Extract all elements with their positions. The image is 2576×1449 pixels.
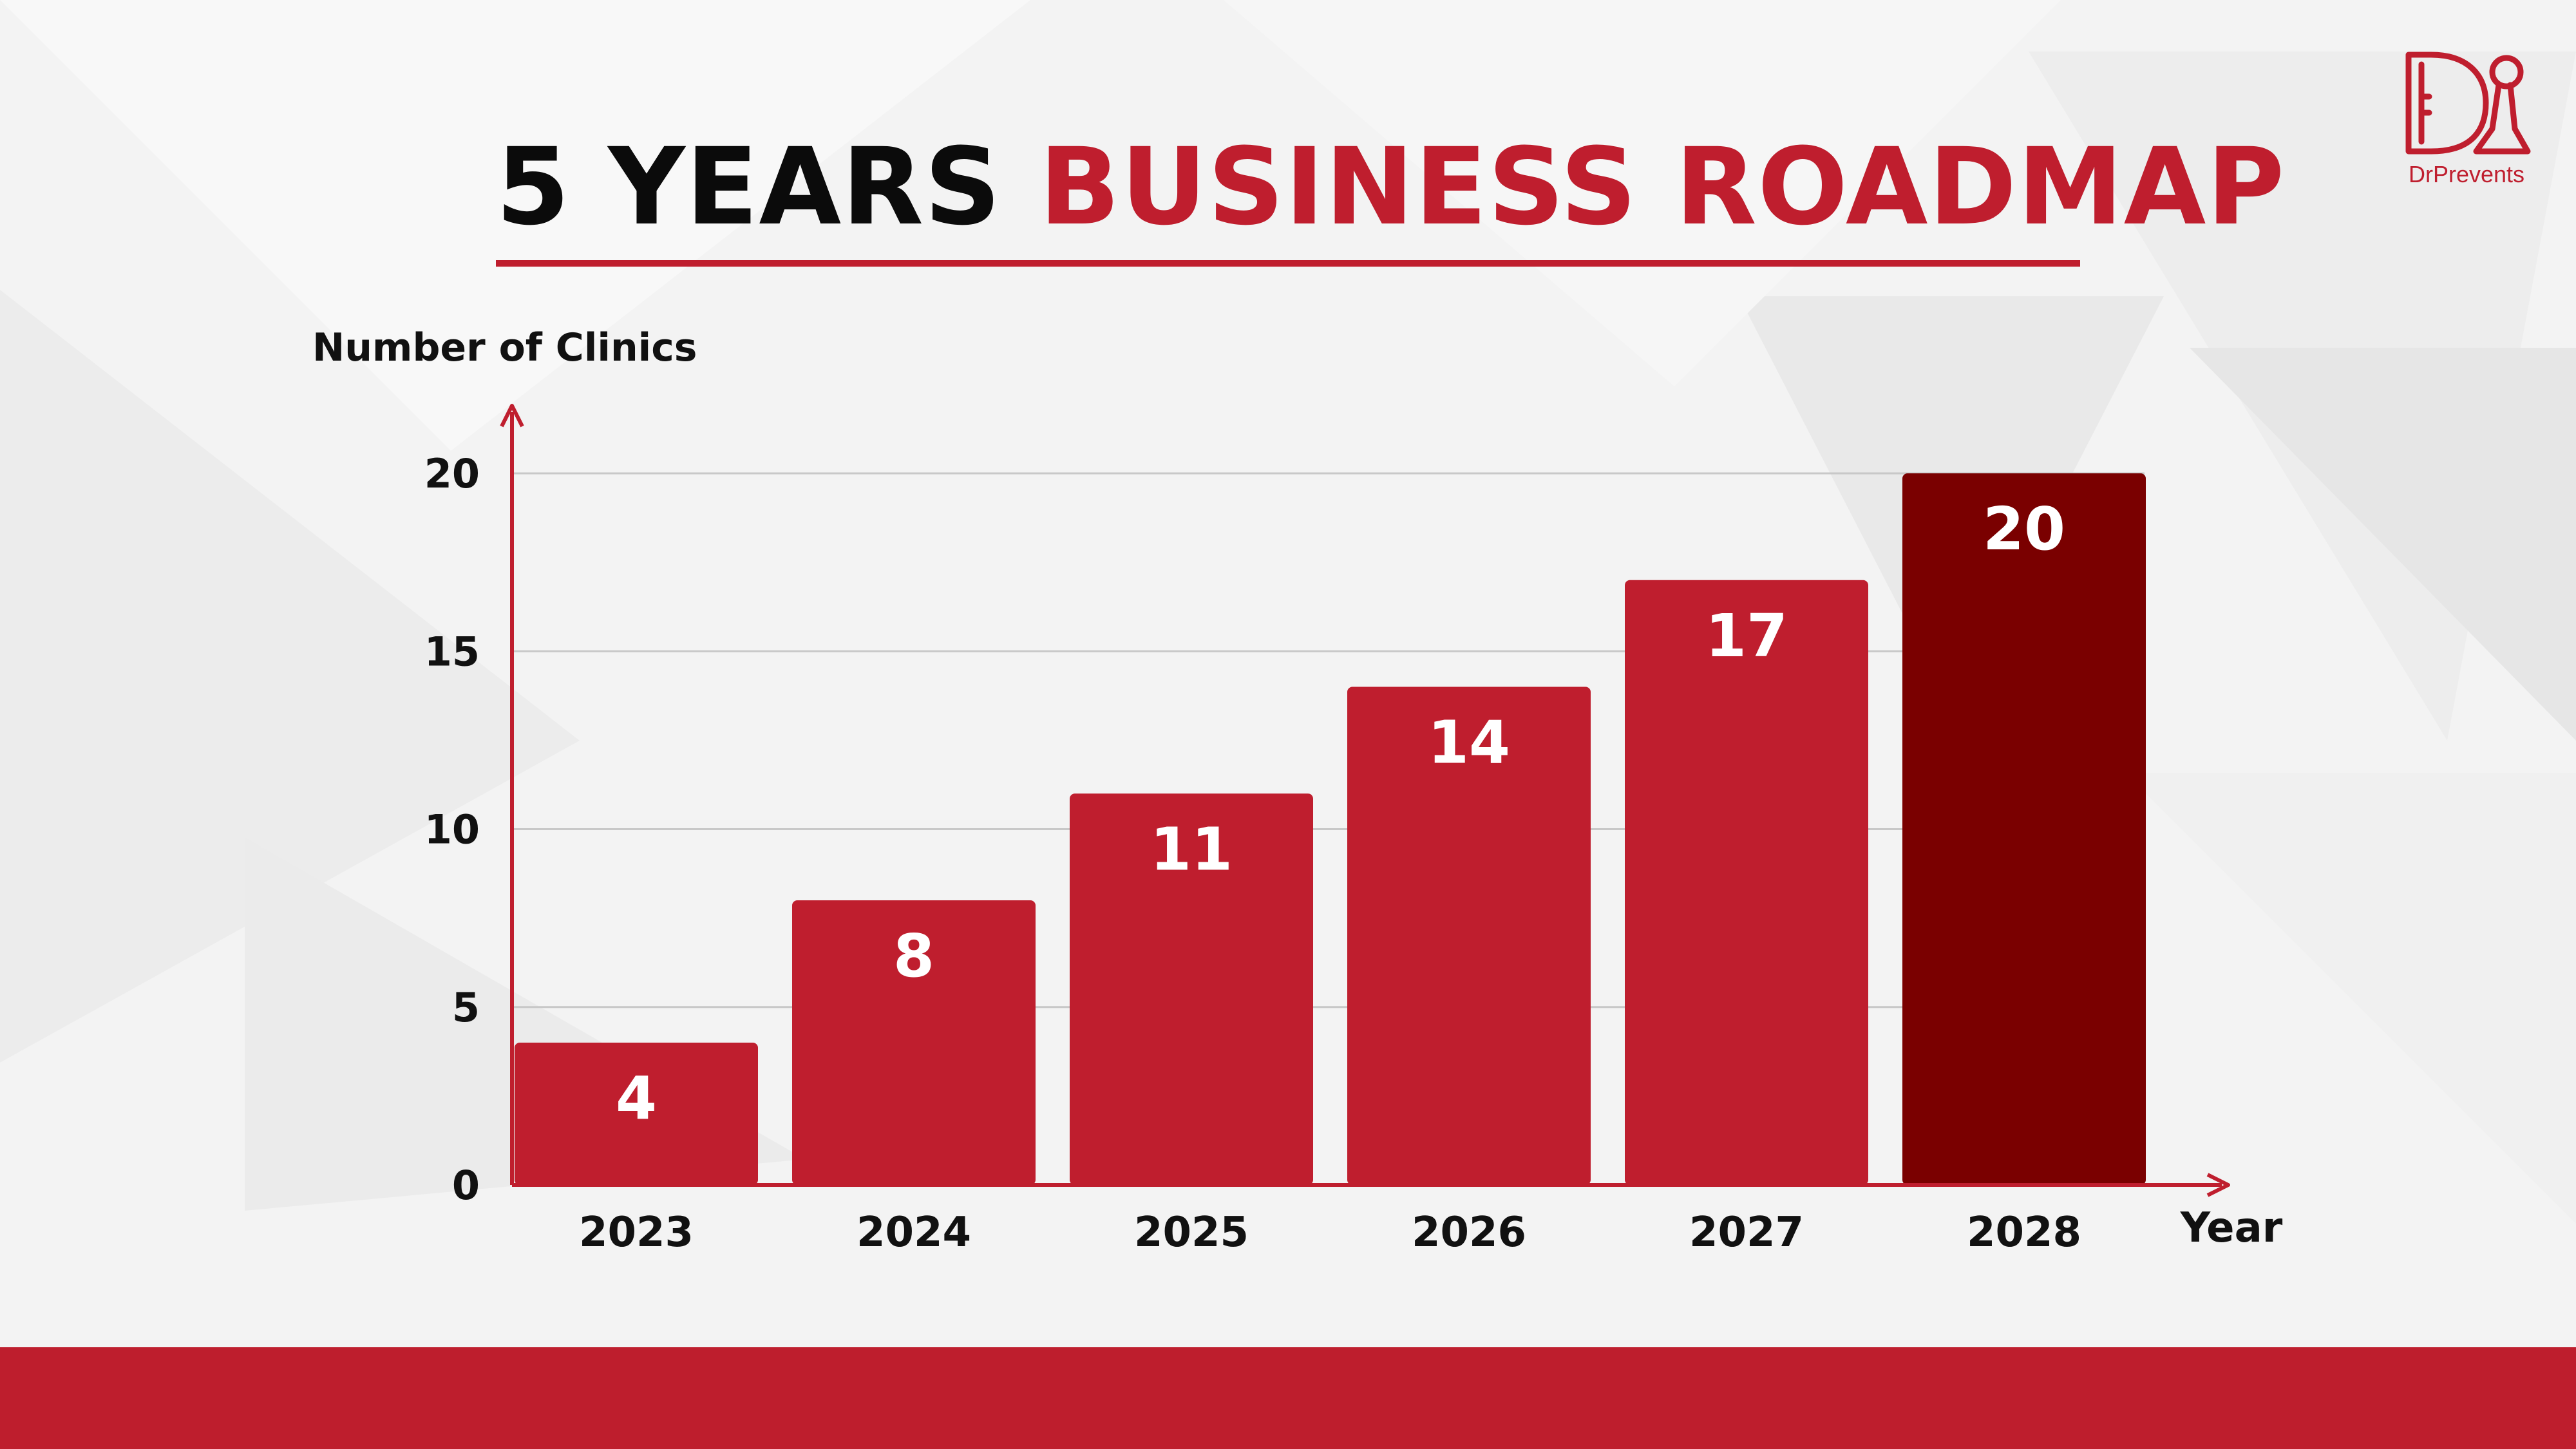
title-underline — [496, 260, 2080, 267]
bar-value-label: 17 — [1705, 601, 1788, 670]
y-tick-label: 5 — [452, 984, 480, 1031]
y-axis-arrow — [500, 404, 524, 428]
page-title: 5 YEARS BUSINESS ROADMAP — [496, 122, 2284, 251]
x-axis-arrow — [2206, 1173, 2230, 1197]
x-tick-label: 2024 — [857, 1209, 971, 1256]
brand-name: DrPrevents — [2408, 161, 2525, 187]
bar-value-label: 8 — [893, 922, 934, 990]
y-tick-label: 15 — [424, 628, 480, 675]
bar-value-label: 11 — [1150, 815, 1233, 884]
y-axis-label: Number of Clinics — [312, 325, 697, 370]
bar-2028 — [1902, 473, 2146, 1185]
x-tick-label: 2025 — [1134, 1209, 1249, 1256]
y-tick-label: 20 — [424, 450, 480, 497]
bar-value-label: 20 — [1983, 495, 2065, 564]
bar-2026 — [1347, 687, 1591, 1185]
bar-2027 — [1625, 580, 1868, 1185]
title-part-roadmap: BUSINESS ROADMAP — [1039, 125, 2286, 249]
bar-value-label: 4 — [616, 1064, 657, 1133]
x-tick-label: 2026 — [1412, 1209, 1526, 1256]
bar-2024 — [792, 900, 1036, 1185]
footer-band — [0, 1347, 2576, 1449]
x-tick-label: 2027 — [1689, 1209, 1804, 1256]
bar-2025 — [1070, 793, 1313, 1185]
y-tick-label: 10 — [424, 806, 480, 853]
x-tick-label: 2028 — [1967, 1209, 2081, 1256]
title-part-years: 5 YEARS — [496, 125, 1002, 249]
x-tick-label: 2023 — [579, 1209, 694, 1256]
bar-value-label: 14 — [1428, 708, 1510, 777]
y-tick-label: 0 — [452, 1162, 480, 1209]
bar-2023 — [515, 1043, 758, 1185]
dp-logo-icon — [2405, 52, 2531, 155]
x-axis-label: Year — [2180, 1204, 2283, 1252]
